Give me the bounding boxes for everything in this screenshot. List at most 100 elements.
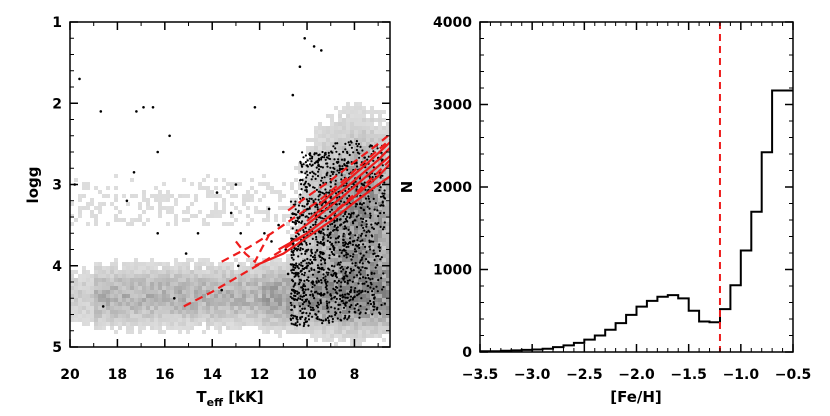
density-cell bbox=[182, 314, 186, 318]
density-cell bbox=[142, 286, 146, 290]
density-cell bbox=[378, 198, 382, 202]
star-point bbox=[330, 208, 333, 211]
density-cell bbox=[338, 170, 342, 174]
star-point bbox=[346, 318, 349, 321]
density-cell bbox=[362, 234, 366, 238]
density-cell bbox=[318, 218, 322, 222]
star-point bbox=[334, 179, 337, 182]
star-point bbox=[358, 177, 362, 180]
star-point bbox=[372, 227, 375, 230]
density-cell bbox=[206, 310, 210, 314]
density-cell bbox=[322, 302, 326, 306]
density-cell bbox=[158, 294, 162, 298]
density-cell bbox=[294, 326, 298, 330]
density-cell bbox=[366, 306, 370, 310]
density-cell bbox=[290, 266, 294, 270]
density-cell bbox=[374, 230, 378, 234]
star-point bbox=[325, 271, 328, 274]
star-point bbox=[295, 262, 298, 265]
density-cell bbox=[362, 262, 366, 266]
density-cell bbox=[114, 198, 118, 202]
density-cell bbox=[210, 262, 214, 266]
density-cell bbox=[362, 206, 366, 210]
density-cell bbox=[230, 262, 234, 266]
density-cell bbox=[122, 298, 126, 302]
density-cell bbox=[366, 238, 370, 242]
density-cell bbox=[306, 302, 310, 306]
star-point bbox=[355, 165, 359, 168]
star-point bbox=[310, 178, 313, 181]
density-cell bbox=[122, 282, 126, 286]
star-point bbox=[351, 255, 354, 258]
density-cell bbox=[282, 278, 286, 282]
isochrone-dashed-5 bbox=[183, 159, 390, 308]
density-cell bbox=[82, 286, 86, 290]
star-point bbox=[377, 255, 380, 258]
density-cell bbox=[370, 322, 374, 326]
star-point bbox=[125, 199, 129, 203]
star-point bbox=[344, 142, 347, 145]
density-cell bbox=[238, 182, 242, 186]
star-point bbox=[345, 251, 348, 254]
density-cell bbox=[374, 138, 378, 142]
star-point bbox=[378, 189, 381, 192]
density-cell bbox=[178, 294, 182, 298]
density-cell bbox=[106, 266, 110, 270]
density-cell bbox=[346, 182, 350, 186]
star-point bbox=[343, 280, 346, 283]
star-point bbox=[326, 228, 329, 231]
density-cell bbox=[158, 190, 162, 194]
density-cell bbox=[306, 242, 310, 246]
density-cell bbox=[342, 174, 346, 178]
star-point bbox=[361, 149, 364, 152]
right-y-tick-label: 1000 bbox=[433, 263, 472, 279]
density-cell bbox=[374, 134, 378, 138]
density-cell bbox=[150, 322, 154, 326]
density-cell bbox=[126, 314, 130, 318]
star-point bbox=[363, 229, 366, 232]
density-cell bbox=[118, 274, 122, 278]
density-cell bbox=[190, 278, 194, 282]
density-cell bbox=[326, 130, 330, 134]
density-cell bbox=[378, 318, 382, 322]
density-cell bbox=[334, 122, 338, 126]
star-point bbox=[338, 165, 341, 168]
density-cell bbox=[150, 290, 154, 294]
star-point bbox=[301, 315, 304, 318]
density-cell bbox=[338, 126, 342, 130]
density-cell bbox=[266, 266, 270, 270]
density-cell bbox=[298, 210, 302, 214]
density-cell bbox=[90, 198, 94, 202]
density-cell bbox=[154, 266, 158, 270]
density-cell bbox=[222, 322, 226, 326]
star-point bbox=[298, 65, 302, 68]
density-cell bbox=[118, 290, 122, 294]
density-cell bbox=[366, 134, 370, 138]
star-point bbox=[364, 212, 367, 215]
density-cell bbox=[294, 226, 298, 230]
density-cell bbox=[106, 290, 110, 294]
star-point bbox=[298, 243, 301, 246]
star-point bbox=[348, 310, 351, 313]
star-point bbox=[345, 245, 348, 249]
density-cell bbox=[138, 310, 142, 314]
density-cell bbox=[282, 282, 286, 286]
density-cell bbox=[370, 266, 374, 270]
density-cell bbox=[162, 286, 166, 290]
density-cell bbox=[130, 270, 134, 274]
density-cell bbox=[186, 298, 190, 302]
density-cell bbox=[262, 266, 266, 270]
density-cell bbox=[122, 194, 126, 198]
star-point bbox=[348, 306, 352, 309]
star-point bbox=[313, 297, 316, 300]
density-cell bbox=[354, 122, 358, 126]
density-cell bbox=[222, 302, 226, 306]
density-cell bbox=[106, 314, 110, 318]
star-point bbox=[364, 188, 367, 191]
density-cell bbox=[338, 154, 342, 158]
density-cell bbox=[370, 190, 374, 194]
density-cell bbox=[302, 166, 306, 170]
density-cell bbox=[286, 270, 290, 274]
density-cell bbox=[230, 186, 234, 190]
density-cell bbox=[310, 246, 314, 250]
